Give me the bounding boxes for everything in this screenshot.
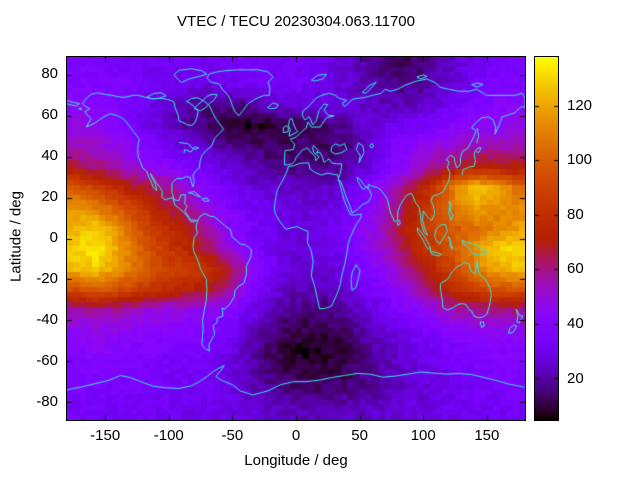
x-tick-label: 0 — [291, 427, 301, 444]
x-tick-label: 100 — [410, 427, 436, 444]
plot-border — [66, 56, 526, 421]
y-tick-label: -40 — [36, 310, 58, 328]
y-tick-label: -80 — [36, 392, 58, 410]
x-tick-label: -100 — [153, 427, 184, 444]
x-tick-label: -50 — [221, 427, 244, 444]
colorbar-border — [534, 56, 559, 421]
colorbar-tick-label: 120 — [567, 96, 593, 114]
colorbar-canvas — [535, 57, 558, 420]
x-tick-label: 150 — [474, 427, 500, 444]
colorbar-tick-label: 40 — [567, 314, 584, 332]
x-axis-label: Longitude / deg — [244, 452, 348, 469]
y-tick-label: 40 — [41, 147, 58, 165]
vtec-heatmap-canvas — [67, 57, 525, 420]
y-tick-label: 60 — [41, 106, 58, 124]
x-tick-label: -150 — [90, 427, 121, 444]
y-tick-label: 20 — [41, 188, 58, 206]
y-tick-label: -60 — [36, 351, 58, 369]
colorbar-tick-label: 20 — [567, 369, 584, 387]
x-tick-label: 50 — [351, 427, 368, 444]
y-tick-label: -20 — [36, 269, 58, 287]
colorbar-tick-label: 60 — [567, 260, 584, 278]
plot-title: VTEC / TECU 20230304.063.11700 — [177, 13, 415, 30]
y-tick-label: 0 — [49, 229, 58, 246]
colorbar-tick-label: 100 — [567, 151, 593, 169]
colorbar-tick-label: 80 — [567, 205, 584, 223]
y-tick-label: 80 — [41, 65, 58, 83]
